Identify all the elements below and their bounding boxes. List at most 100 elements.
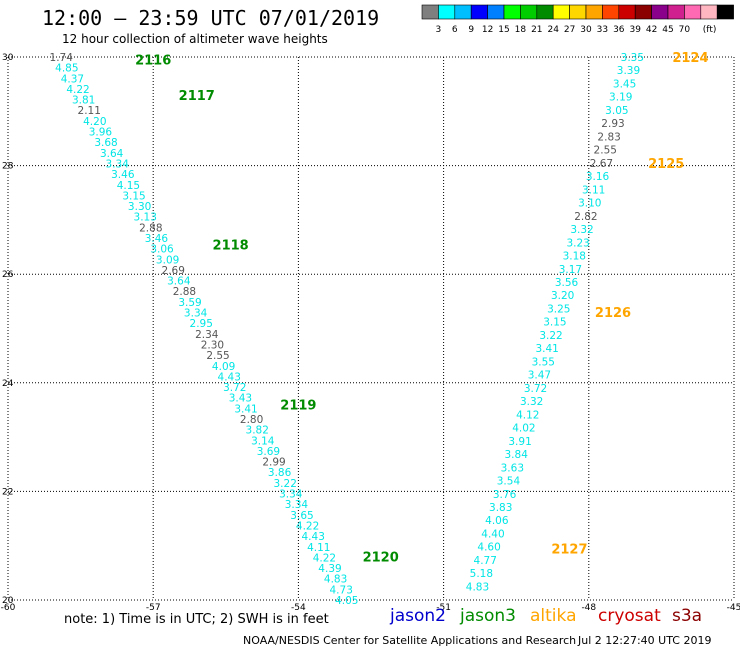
wave-height-label: 3.63	[501, 462, 524, 474]
wave-height-label: 2.88	[139, 222, 162, 234]
wave-height-label: 4.43	[302, 531, 325, 543]
x-tick-label: -51	[436, 603, 451, 613]
wave-height-label: 2.34	[195, 329, 219, 341]
axis-grid: -60 -57 -54 -51 -48 -45 20 22 24 26 28 30	[1, 53, 740, 613]
wave-height-label: 2.55	[594, 145, 617, 157]
wave-height-label: 3.72	[524, 383, 547, 395]
satellite-legend-s3a: s3a	[672, 606, 703, 626]
wave-height-label: 3.09	[156, 254, 179, 266]
wave-height-label: 3.34	[279, 489, 303, 501]
wave-height-label: 3.81	[72, 95, 95, 107]
wave-height-label: 3.14	[251, 435, 275, 447]
wave-height-label: 3.18	[563, 251, 586, 263]
pass-number-label: 2125	[648, 157, 684, 172]
colorbar-label: 15	[498, 25, 509, 35]
wave-height-label: 4.60	[477, 542, 500, 554]
wave-height-label: 3.16	[586, 171, 610, 183]
wave-height-label: 2.88	[173, 286, 196, 298]
colorbar-label: 39	[629, 25, 641, 35]
wave-height-label: 3.64	[167, 276, 191, 288]
wave-height-label: 2.93	[601, 118, 624, 130]
wave-height-label: 2.82	[574, 211, 597, 223]
wave-height-label: 4.11	[307, 542, 330, 554]
pass-number-label: 2119	[280, 399, 316, 414]
pass-labels: 2116 2117 2118 2119 2120 2124 2125 2126 2127	[135, 51, 708, 566]
colorbar-label: 45	[662, 25, 673, 35]
pass-number-label: 2124	[672, 51, 708, 66]
wave-height-label: 4.12	[516, 409, 539, 421]
wave-height-label: 3.68	[94, 137, 117, 149]
wave-height-label: 3.22	[539, 330, 562, 342]
page-title: 12:00 – 23:59 UTC 07/01/2019	[42, 6, 380, 30]
wave-height-label: 3.35	[621, 52, 644, 64]
colorbar-label: 9	[468, 25, 474, 35]
satellite-legend-jason2: jason2	[390, 606, 446, 626]
colorbar-label: 18	[515, 25, 527, 35]
wave-height-label: 4.40	[481, 528, 504, 540]
wave-height-label: 3.34	[285, 499, 309, 511]
wave-height-label: 2.95	[190, 318, 213, 330]
wave-height-label: 4.20	[83, 116, 106, 128]
wave-height-label: 3.32	[520, 396, 543, 408]
wave-height-label: 5.18	[470, 568, 493, 580]
wave-height-label: 2.69	[162, 265, 185, 277]
wave-height-label: 3.22	[274, 478, 297, 490]
wave-height-label: 4.09	[212, 361, 235, 373]
wave-height-label: 4.85	[55, 63, 78, 75]
wave-height-label: 2.80	[240, 414, 263, 426]
wave-height-label: 4.73	[330, 584, 353, 596]
wave-height-label: 3.32	[570, 224, 593, 236]
colorbar-label: 36	[613, 25, 625, 35]
pass-number-label: 2118	[213, 238, 249, 253]
wave-height-label: 4.22	[66, 84, 89, 96]
y-tick-label: 20	[2, 596, 14, 606]
wave-height-label: 4.39	[318, 563, 341, 575]
colorbar-swatch	[716, 4, 734, 20]
wave-height-label: 2.30	[201, 339, 224, 351]
colorbar-label: 3	[436, 25, 442, 35]
wave-height-label: 3.84	[505, 449, 529, 461]
wave-height-label: 4.37	[61, 73, 84, 85]
footer-note: note: 1) Time is in UTC; 2) SWH is in fe…	[64, 612, 329, 627]
x-tick-label: -48	[581, 603, 596, 613]
wave-height-label: 3.56	[555, 277, 579, 289]
wave-height-label: 3.41	[234, 403, 257, 415]
wave-height-label: 4.15	[117, 180, 140, 192]
colorbar-label: 24	[547, 25, 559, 35]
wave-height-label: 3.55	[532, 356, 555, 368]
colorbar-label: 21	[531, 25, 542, 35]
wave-height-label: 3.39	[617, 65, 640, 77]
wave-height-label: 3.69	[257, 446, 280, 458]
pass-number-label: 2127	[551, 542, 587, 557]
x-tick-label: -60	[1, 603, 16, 613]
wave-height-label: 3.34	[106, 158, 130, 170]
y-tick-label: 22	[2, 487, 13, 497]
pass-number-label: 2120	[363, 551, 399, 566]
x-tick-label: -57	[146, 603, 161, 613]
colorbar: 3 6 9 12 15 18 21 24 27 30 33 36 39 42 45 70 (ft)	[421, 4, 734, 35]
wave-height-label: 4.83	[466, 581, 489, 593]
satellite-legend-cryosat: cryosat	[598, 606, 661, 626]
wave-height-label: 4.05	[335, 595, 358, 607]
wave-height-label: 4.22	[313, 552, 336, 564]
wave-height-label: 3.46	[145, 233, 169, 245]
wave-height-label: 3.15	[543, 317, 566, 329]
y-tick-label: 24	[2, 379, 14, 389]
wave-height-label: 3.45	[613, 78, 636, 90]
wave-height-label: 3.41	[535, 343, 558, 355]
wave-height-label: 3.05	[605, 105, 628, 117]
wave-height-label: 3.86	[268, 467, 292, 479]
wave-height-label: 3.91	[508, 436, 531, 448]
wave-height-label: 3.59	[178, 297, 201, 309]
wave-height-label: 3.65	[290, 510, 313, 522]
page-subtitle: 12 hour collection of altimeter wave hei…	[62, 32, 328, 46]
colorbar-label: 6	[452, 25, 458, 35]
wave-height-label: 3.34	[184, 308, 208, 320]
wave-height-label: 3.25	[547, 303, 570, 315]
wave-height-label: 3.54	[497, 476, 521, 488]
y-tick-label: 26	[2, 270, 14, 280]
wave-height-label: 4.22	[296, 520, 319, 532]
wave-height-label: 2.11	[78, 105, 101, 117]
wave-height-label: 3.64	[100, 148, 124, 160]
